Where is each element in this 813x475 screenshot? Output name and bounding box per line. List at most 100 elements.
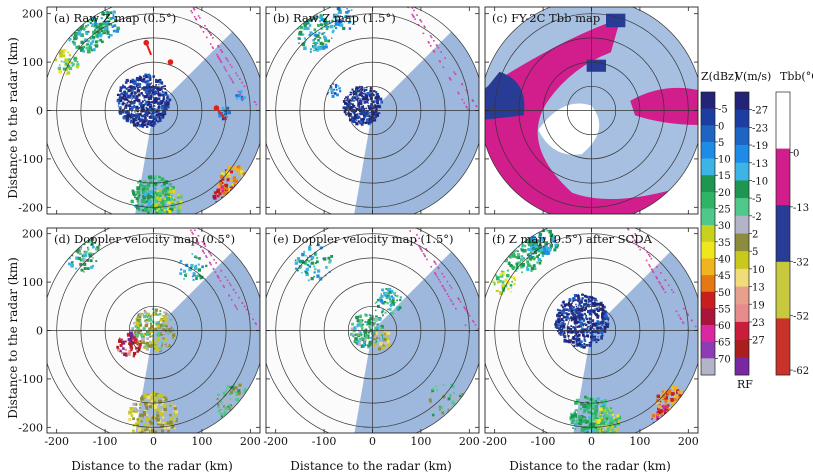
edge-speckle xyxy=(187,223,189,225)
echo-pixel xyxy=(138,112,142,116)
echo-pixel xyxy=(496,275,499,278)
echo-pixel xyxy=(100,29,104,33)
echo-pixel xyxy=(603,325,606,328)
echo-pixel xyxy=(583,338,586,341)
echo-pixel xyxy=(498,275,500,278)
echo-pixel xyxy=(141,100,144,103)
edge-speckle xyxy=(212,36,214,39)
edge-speckle xyxy=(423,25,426,28)
echo-pixel xyxy=(358,337,363,342)
echo-pixel xyxy=(553,239,557,243)
echo-pixel xyxy=(524,250,526,253)
echo-pixel xyxy=(195,255,197,257)
echo-pixel xyxy=(150,342,155,346)
edge-speckle xyxy=(424,26,426,29)
echo-pixel xyxy=(526,257,529,260)
echo-pixel xyxy=(163,425,168,430)
echo-pixel xyxy=(169,207,173,211)
echo-pixel xyxy=(172,204,176,209)
edge-speckle xyxy=(645,259,648,262)
echo-pixel xyxy=(84,38,88,43)
echo-pixel xyxy=(325,45,328,49)
echo-pixel xyxy=(366,109,369,113)
echo-pixel xyxy=(128,410,132,415)
colorbar-frame xyxy=(775,91,791,376)
echo-pixel xyxy=(355,92,358,96)
echo-pixel xyxy=(355,98,358,101)
echo-pixel xyxy=(83,259,86,263)
echo-pixel xyxy=(109,17,113,21)
echo-pixel xyxy=(213,197,215,200)
echo-pixel xyxy=(138,402,142,407)
echo-pixel xyxy=(370,96,373,100)
echo-pixel xyxy=(143,89,146,91)
echo-pixel xyxy=(604,321,607,324)
echo-pixel xyxy=(121,343,124,346)
edge-speckle xyxy=(225,57,227,60)
echo-pixel xyxy=(218,404,222,407)
echo-pixel xyxy=(150,399,154,403)
echo-pixel xyxy=(165,92,167,95)
echo-pixel xyxy=(132,351,137,356)
echo-pixel xyxy=(221,106,225,110)
echo-pixel xyxy=(309,48,313,51)
edge-speckle xyxy=(449,298,452,301)
edge-speckle xyxy=(450,300,453,303)
echo-pixel xyxy=(603,315,607,318)
colorbar-segment xyxy=(735,268,749,287)
echo-pixel xyxy=(155,346,159,350)
echo-pixel xyxy=(569,317,571,320)
edge-speckle xyxy=(437,266,440,269)
echo-pixel xyxy=(118,93,122,97)
echo-pixel xyxy=(570,412,573,416)
echo-pixel xyxy=(76,60,79,63)
echo-pixel xyxy=(241,99,243,102)
echo-pixel xyxy=(365,119,369,122)
echo-pixel xyxy=(154,312,158,316)
echo-pixel xyxy=(536,239,540,242)
colorbar-label: 15 xyxy=(718,171,731,182)
edge-speckle xyxy=(210,263,212,266)
echo-pixel xyxy=(137,113,140,117)
echo-pixel xyxy=(374,345,378,349)
colorbar-label: 35 xyxy=(718,238,731,249)
echo-pixel xyxy=(155,119,158,122)
echo-pixel xyxy=(82,27,86,31)
echo-pixel xyxy=(173,418,177,422)
echo-pixel xyxy=(153,408,157,411)
echo-pixel xyxy=(158,346,162,351)
echo-pixel xyxy=(377,323,381,327)
echo-pixel xyxy=(365,89,368,91)
echo-pixel xyxy=(163,198,166,202)
echo-pixel xyxy=(218,409,221,412)
echo-pixel xyxy=(155,109,159,113)
echo-pixel xyxy=(533,240,537,245)
echo-pixel xyxy=(436,416,438,418)
edge-speckle xyxy=(185,1,187,3)
echo-pixel xyxy=(137,123,139,125)
echo-pixel xyxy=(73,36,77,41)
echo-pixel xyxy=(125,92,129,96)
echo-pixel xyxy=(593,335,596,339)
edge-speckle xyxy=(254,322,257,324)
echo-pixel xyxy=(121,102,125,106)
echo-pixel xyxy=(601,433,603,435)
echo-pixel xyxy=(327,26,330,28)
echo-pixel xyxy=(353,21,356,24)
echo-pixel xyxy=(663,404,667,408)
echo-pixel xyxy=(596,320,600,324)
echo-pixel xyxy=(218,186,222,190)
echo-pixel xyxy=(386,331,390,335)
echo-pixel xyxy=(335,88,338,91)
edge-speckle xyxy=(243,85,246,88)
echo-pixel xyxy=(581,317,584,320)
echo-pixel xyxy=(148,111,151,115)
echo-pixel xyxy=(324,39,328,43)
echo-pixel xyxy=(228,166,232,170)
echo-pixel xyxy=(587,298,590,301)
echo-pixel xyxy=(144,95,148,99)
echo-pixel xyxy=(92,35,95,39)
echo-pixel xyxy=(153,194,156,197)
echo-pixel xyxy=(362,121,365,124)
echo-pixel xyxy=(347,103,351,107)
